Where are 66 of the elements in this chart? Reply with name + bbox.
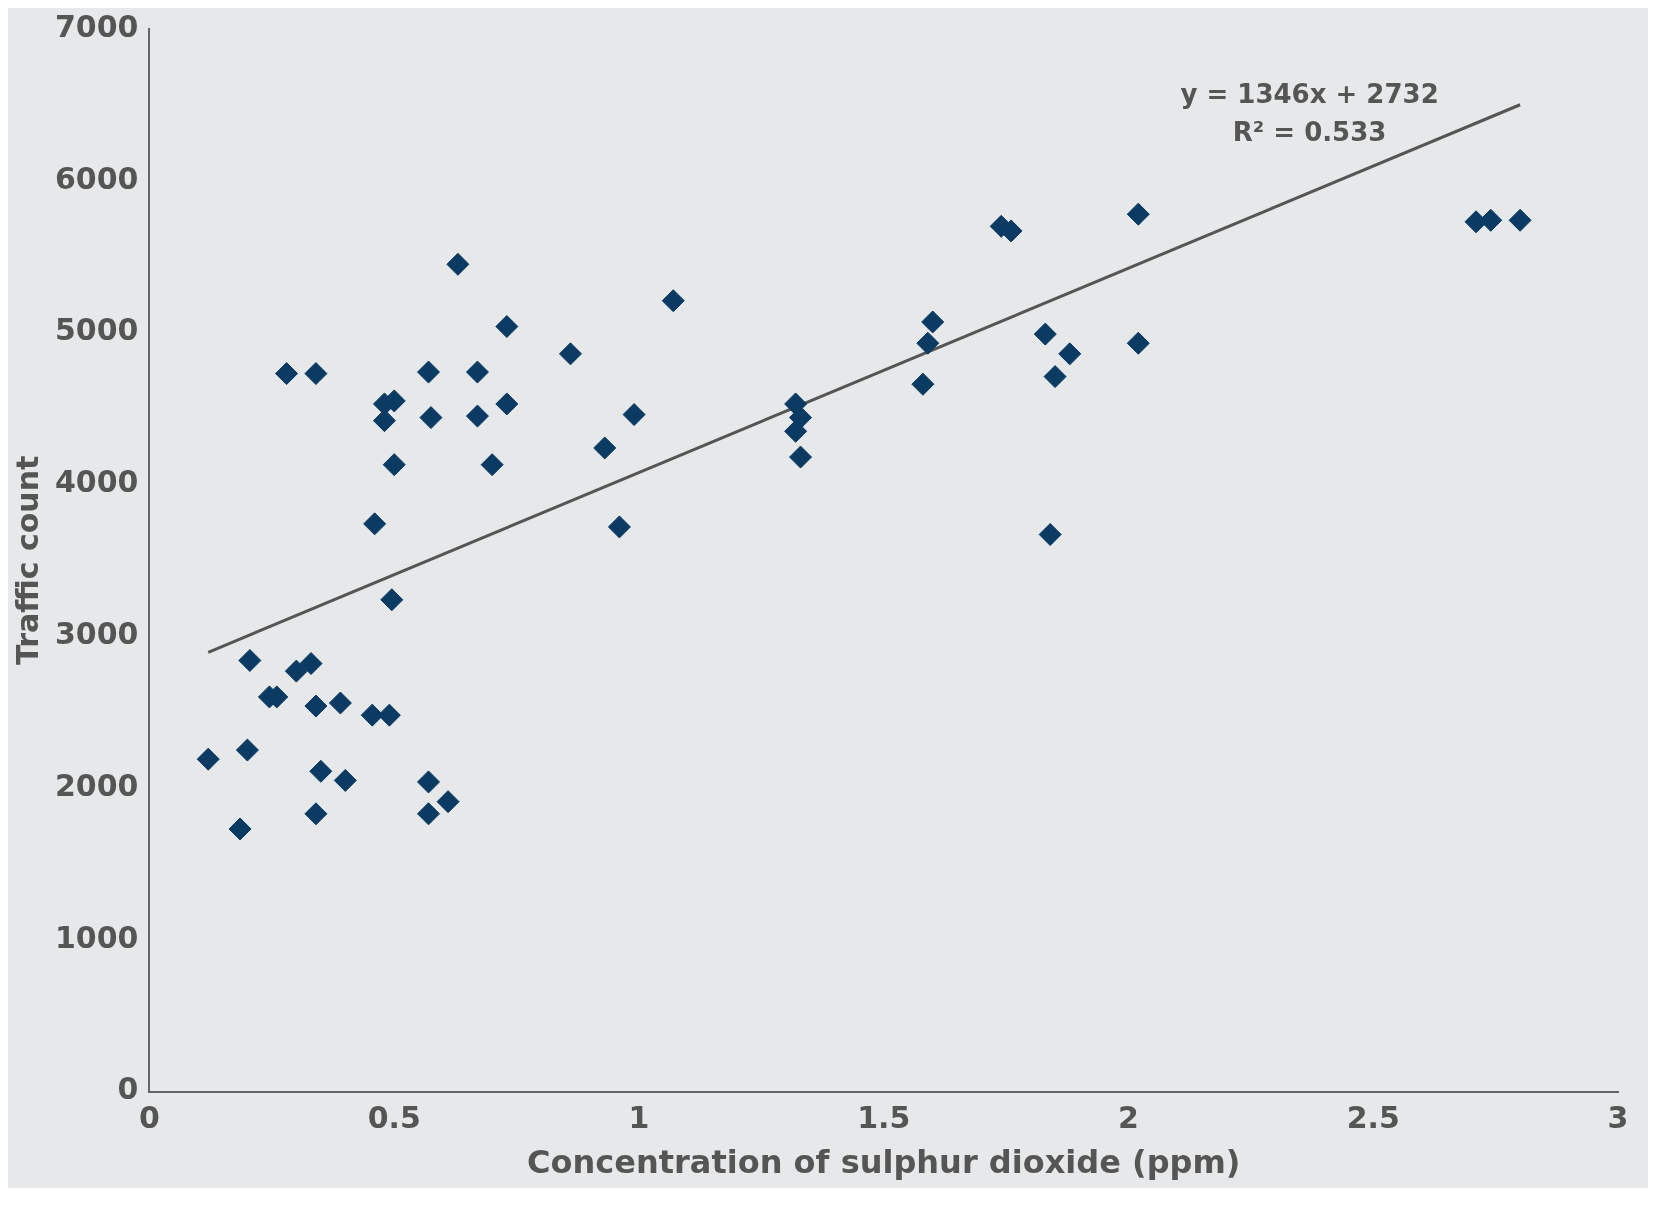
point (784, 419, 808, 443)
point (1508, 208, 1532, 232)
point (1038, 522, 1062, 546)
y-tick-label: 3000 (55, 616, 139, 651)
point (363, 512, 387, 536)
point (480, 453, 504, 477)
x-tick-label: 3 (1607, 1100, 1629, 1136)
point (661, 289, 685, 313)
point (360, 703, 384, 727)
point (304, 362, 328, 386)
point (372, 409, 396, 433)
point (228, 817, 252, 841)
y-tick-label: 1000 (55, 919, 139, 955)
point (275, 362, 299, 386)
point (921, 310, 945, 334)
point (446, 252, 470, 276)
point (380, 588, 404, 612)
point (417, 770, 441, 794)
point (1033, 322, 1057, 346)
y-tick-label: 4000 (55, 464, 139, 500)
point (299, 652, 323, 676)
x-tick-label: 2.5 (1346, 1100, 1400, 1136)
point (284, 659, 308, 683)
point (377, 703, 401, 727)
y-tick-label: 7000 (55, 8, 139, 44)
point (495, 315, 519, 339)
point (417, 360, 441, 384)
point (304, 802, 328, 826)
point (607, 515, 631, 539)
point (593, 436, 617, 460)
point (238, 648, 262, 672)
point (911, 372, 935, 396)
annotation: R² = 0.533 (1232, 117, 1387, 148)
point (622, 403, 646, 427)
point (1058, 342, 1082, 366)
x-axis-title: Concentration of sulphur dioxide (ppm) (527, 1143, 1241, 1182)
y-tick-label: 5000 (55, 312, 139, 348)
point (789, 445, 813, 469)
point (382, 453, 406, 477)
y-tick-label: 6000 (55, 160, 139, 196)
y-tick-label: 0 (117, 1071, 139, 1107)
annotation: y = 1346x + 2732 (1180, 79, 1439, 110)
x-tick-label: 1 (628, 1100, 650, 1136)
point (304, 694, 328, 718)
point (417, 802, 441, 826)
point (309, 759, 333, 783)
x-tick-label: 1.5 (857, 1100, 911, 1136)
point (916, 331, 940, 355)
point (558, 342, 582, 366)
point (328, 691, 352, 715)
point (419, 406, 443, 430)
point (465, 404, 489, 428)
y-axis-title: Traffic count (9, 455, 45, 665)
point (1479, 208, 1503, 232)
point (1126, 331, 1150, 355)
point (333, 768, 357, 792)
x-tick-label: 2 (1118, 1100, 1139, 1136)
point (465, 360, 489, 384)
point (235, 738, 259, 762)
y-tick-label: 2000 (55, 767, 139, 803)
point (1043, 365, 1067, 389)
x-tick-label: 0.5 (367, 1100, 421, 1136)
point (196, 747, 220, 771)
point (495, 392, 519, 416)
point (436, 790, 460, 814)
point (1126, 202, 1150, 226)
